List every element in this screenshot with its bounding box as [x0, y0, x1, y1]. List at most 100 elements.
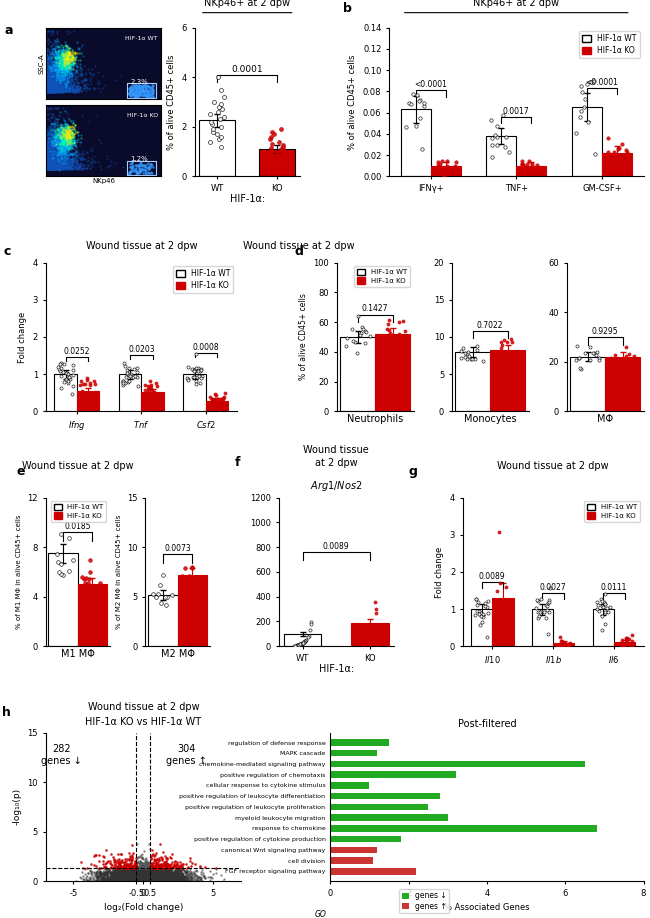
- Point: [113, 869, 124, 884]
- Point: [143, 870, 153, 885]
- Point: [44, 84, 55, 99]
- Point: [161, 867, 172, 881]
- Point: [64, 127, 74, 141]
- Point: [49, 160, 60, 174]
- Point: [46, 155, 56, 170]
- Point: [45, 79, 55, 94]
- Point: [146, 871, 156, 886]
- Point: [47, 47, 57, 62]
- Point: [127, 159, 137, 174]
- Point: [125, 84, 136, 98]
- Point: [47, 160, 57, 174]
- Point: [170, 874, 180, 889]
- Point: [144, 868, 155, 883]
- Point: [43, 152, 53, 167]
- Point: [132, 863, 142, 878]
- Point: [130, 874, 140, 889]
- Point: [53, 83, 64, 97]
- Point: [144, 874, 154, 889]
- Point: [72, 75, 82, 90]
- Point: [46, 72, 57, 86]
- Point: [83, 873, 94, 888]
- Point: [57, 54, 67, 69]
- Point: [137, 870, 148, 885]
- Point: [66, 123, 76, 138]
- Point: [136, 869, 147, 884]
- Point: [40, 50, 51, 65]
- Point: [47, 161, 58, 175]
- Point: [45, 142, 55, 157]
- Point: [84, 871, 94, 886]
- Point: [144, 868, 155, 882]
- Point: [47, 151, 57, 165]
- Point: [596, 592, 606, 607]
- Point: [139, 874, 150, 889]
- Point: [144, 867, 154, 881]
- Point: [131, 871, 141, 886]
- Point: [131, 79, 141, 94]
- Point: [57, 144, 67, 159]
- Point: [77, 38, 88, 52]
- Point: [128, 868, 138, 882]
- Point: [41, 157, 51, 172]
- Point: [68, 55, 78, 70]
- Point: [181, 868, 191, 883]
- Point: [57, 131, 68, 146]
- Point: [55, 74, 65, 89]
- Point: [47, 157, 58, 172]
- Point: [52, 158, 62, 173]
- Point: [137, 851, 148, 866]
- Bar: [572, 107, 602, 176]
- Point: [51, 146, 62, 161]
- Point: [123, 874, 133, 889]
- Point: [46, 159, 56, 174]
- Point: [87, 144, 98, 159]
- Point: [135, 867, 145, 881]
- Point: [146, 868, 157, 883]
- Point: [42, 152, 52, 167]
- Point: [40, 148, 51, 162]
- Point: [42, 83, 53, 97]
- Point: [41, 81, 51, 95]
- Point: [174, 867, 184, 881]
- Point: [128, 161, 138, 175]
- Point: [54, 157, 64, 172]
- Point: [60, 57, 71, 72]
- Point: [50, 69, 60, 84]
- Point: [64, 71, 74, 85]
- Point: [61, 136, 72, 151]
- Point: [45, 62, 55, 76]
- Point: [42, 148, 52, 162]
- Point: [47, 73, 57, 87]
- Point: [42, 141, 53, 156]
- Point: [44, 80, 55, 95]
- Point: [177, 868, 188, 883]
- Point: [70, 136, 80, 151]
- Point: [119, 861, 129, 876]
- Point: [57, 84, 67, 98]
- Point: [55, 124, 66, 139]
- Point: [148, 89, 158, 104]
- Point: [51, 150, 62, 164]
- Point: [124, 874, 135, 889]
- Point: [52, 146, 62, 161]
- Point: [64, 132, 74, 147]
- Point: [42, 81, 53, 95]
- Point: [54, 78, 64, 93]
- Point: [64, 140, 75, 154]
- Point: [166, 874, 177, 889]
- Point: [66, 45, 76, 60]
- Point: [40, 79, 51, 94]
- Point: [138, 869, 148, 884]
- Point: [69, 161, 79, 175]
- Point: [150, 870, 161, 885]
- Point: [130, 868, 140, 883]
- Point: [46, 83, 57, 97]
- Point: [90, 858, 101, 873]
- Point: [46, 75, 57, 90]
- Point: [47, 81, 58, 95]
- Point: [135, 872, 146, 887]
- Point: [120, 869, 131, 884]
- Point: [161, 871, 171, 886]
- Point: [55, 76, 65, 91]
